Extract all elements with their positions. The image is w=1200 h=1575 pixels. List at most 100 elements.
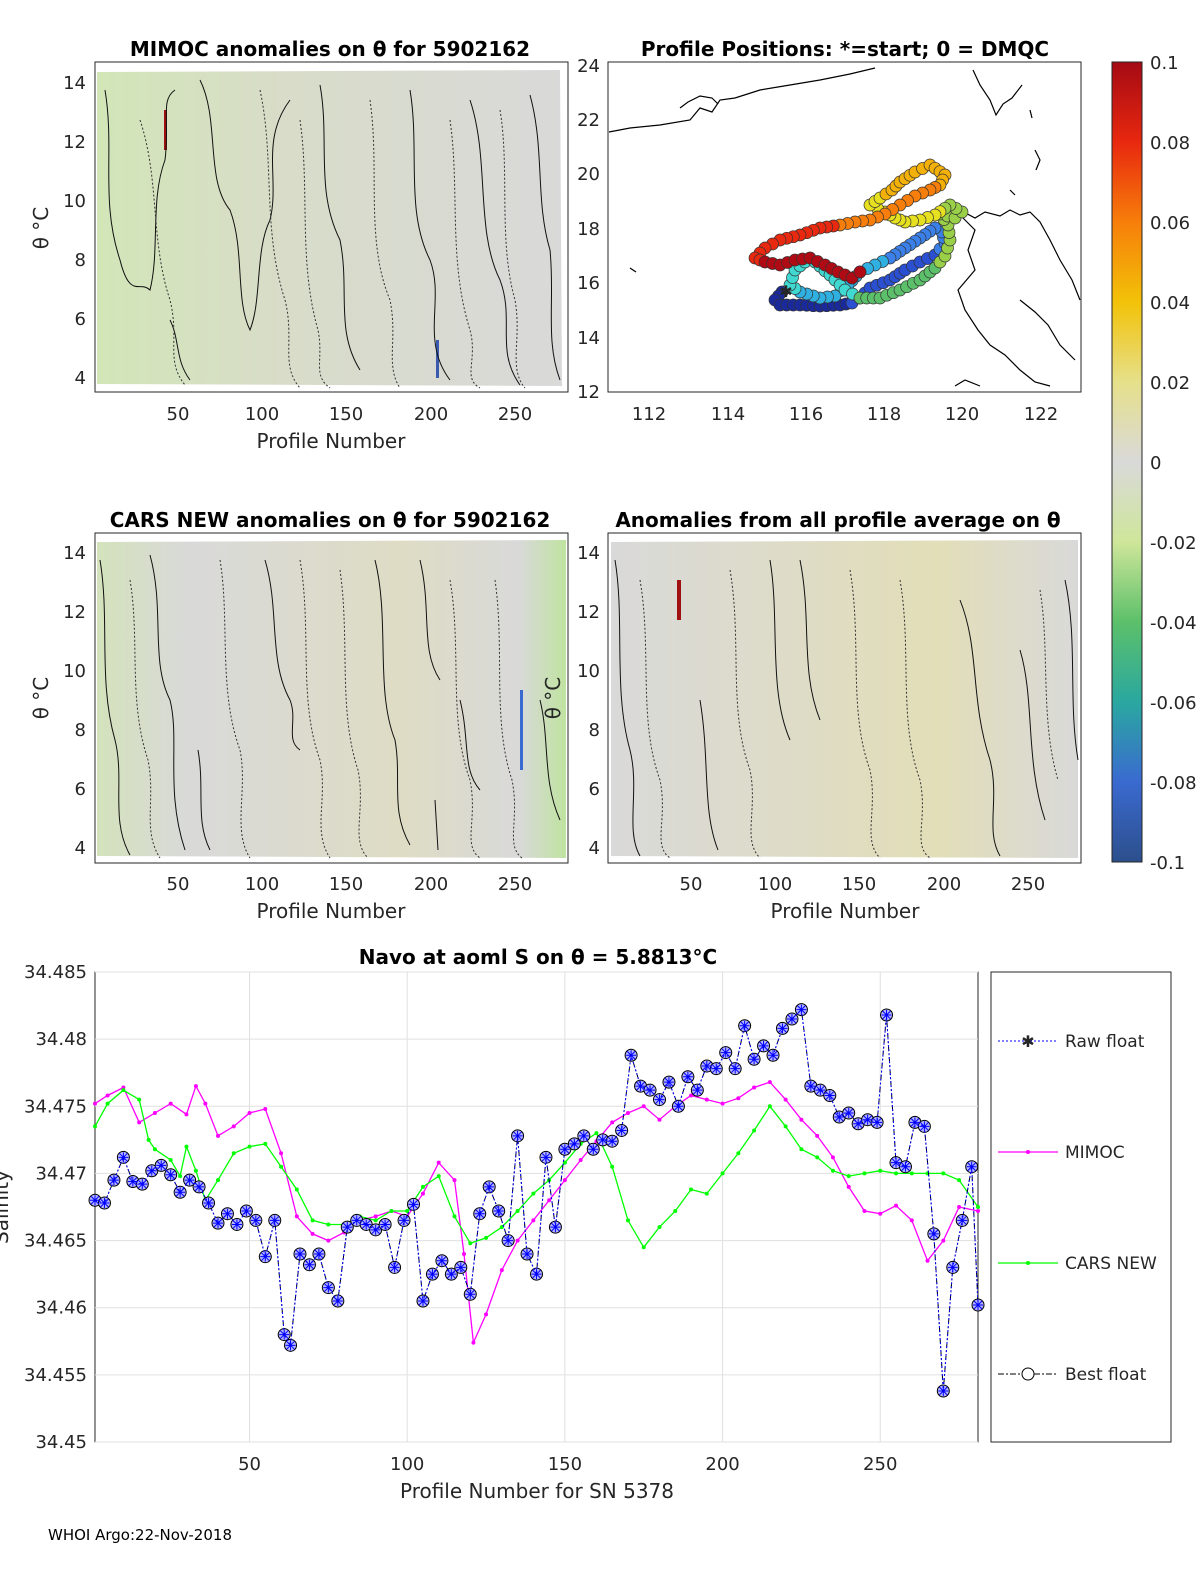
data-point-raw-float bbox=[417, 1296, 428, 1306]
y-tick-label: 12 bbox=[577, 382, 600, 403]
data-point-cars-new bbox=[673, 1209, 678, 1214]
data-point-raw-float bbox=[474, 1208, 485, 1219]
y-tick-label: 4 bbox=[75, 368, 86, 389]
x-tick-label: 100 bbox=[245, 404, 279, 425]
data-point-raw-float bbox=[455, 1262, 466, 1273]
data-point-raw-float bbox=[720, 1047, 731, 1058]
average-anomaly-panel: Anomalies from all profile average on θ bbox=[577, 508, 1082, 923]
data-point-cars-new bbox=[373, 1218, 378, 1223]
y-tick-label: 34.475 bbox=[24, 1096, 87, 1117]
colorbar-tick-label: 0.06 bbox=[1150, 213, 1190, 234]
data-point-raw-float bbox=[156, 1160, 167, 1171]
data-point-raw-float bbox=[928, 1228, 939, 1239]
data-point-raw-float bbox=[805, 1081, 816, 1092]
mimoc-anomaly-title: MIMOC anomalies on θ for 5902162 bbox=[130, 37, 530, 61]
data-point-raw-float bbox=[146, 1165, 157, 1176]
data-point-raw-float bbox=[540, 1152, 551, 1163]
mimoc-y-ticks: 4 6 8 10 12 14 bbox=[63, 73, 86, 389]
salinity-chart-title: Navo at aoml S on θ = 5.8813°C bbox=[359, 945, 717, 969]
data-point-raw-float bbox=[427, 1269, 438, 1280]
data-point-mimoc bbox=[484, 1312, 489, 1317]
data-point-raw-float bbox=[493, 1206, 504, 1217]
y-tick-label: 4 bbox=[589, 838, 600, 859]
x-tick-label: 112 bbox=[632, 404, 666, 425]
data-point-mimoc bbox=[689, 1093, 694, 1098]
colorbar-tick-label: -0.08 bbox=[1150, 773, 1197, 794]
y-tick-label: 22 bbox=[577, 110, 600, 131]
data-point-raw-float bbox=[512, 1130, 523, 1141]
data-point-raw-float bbox=[654, 1094, 665, 1105]
data-point-mimoc bbox=[657, 1117, 662, 1122]
data-point-raw-float bbox=[682, 1071, 693, 1082]
mimoc-dotted-contours bbox=[139, 89, 526, 389]
data-point-raw-float bbox=[304, 1259, 315, 1270]
dot-marker-icon bbox=[1026, 1150, 1030, 1154]
data-point-mimoc bbox=[878, 1211, 883, 1216]
data-point-mimoc bbox=[436, 1160, 441, 1165]
data-point-raw-float bbox=[881, 1009, 892, 1020]
mimoc-anomaly-patch bbox=[436, 340, 439, 378]
x-tick-label: 100 bbox=[245, 874, 279, 895]
x-tick-label: 50 bbox=[680, 874, 703, 895]
data-point-mimoc bbox=[263, 1106, 268, 1111]
data-point-cars-new bbox=[452, 1214, 457, 1219]
data-point-cars-new bbox=[121, 1088, 126, 1093]
data-point-mimoc bbox=[625, 1111, 630, 1115]
data-point-cars-new bbox=[247, 1144, 252, 1149]
data-point-cars-new bbox=[736, 1151, 741, 1156]
data-point-cars-new bbox=[894, 1171, 899, 1176]
mimoc-anomaly-patch bbox=[164, 110, 167, 150]
data-point-mimoc bbox=[846, 1184, 851, 1189]
colorbar-tick-label: -0.1 bbox=[1150, 853, 1185, 874]
data-point-raw-float bbox=[108, 1175, 119, 1186]
data-point-mimoc bbox=[578, 1158, 583, 1162]
salinity-chart: Navo at aoml S on θ = 5.8813°C 50 100 150 2… bbox=[0, 945, 1172, 1503]
positions-panel: Profile Positions: *=start; 0 = DMQC ✱ 1… bbox=[577, 37, 1082, 425]
data-point-raw-float bbox=[260, 1251, 271, 1262]
y-tick-label: 4 bbox=[75, 838, 86, 859]
data-point-raw-float bbox=[99, 1197, 110, 1208]
data-point-raw-float bbox=[342, 1222, 353, 1233]
y-tick-label: 10 bbox=[63, 661, 86, 682]
data-point-raw-float bbox=[241, 1206, 252, 1217]
x-tick-label: 150 bbox=[548, 1454, 582, 1475]
data-point-cars-new bbox=[389, 1209, 394, 1214]
positions-title: Profile Positions: *=start; 0 = DMQC bbox=[641, 37, 1049, 61]
avg-axes-box bbox=[607, 532, 1082, 864]
y-tick-label: 8 bbox=[589, 720, 600, 741]
data-point-raw-float bbox=[184, 1175, 195, 1186]
data-point-mimoc bbox=[720, 1101, 725, 1106]
data-point-mimoc bbox=[976, 1209, 980, 1214]
data-point-mimoc bbox=[184, 1112, 189, 1117]
data-point-cars-new bbox=[625, 1218, 630, 1223]
x-tick-label: 150 bbox=[842, 874, 876, 895]
data-point-cars-new bbox=[152, 1147, 157, 1152]
footer-credit: WHOI Argo:22-Nov-2018 bbox=[48, 1526, 232, 1544]
average-anomaly-field bbox=[611, 540, 1078, 858]
x-tick-label: 250 bbox=[1011, 874, 1045, 895]
y-tick-label: 34.48 bbox=[35, 1029, 87, 1050]
data-point-raw-float bbox=[484, 1181, 495, 1192]
data-point-raw-float bbox=[399, 1215, 410, 1226]
data-point-mimoc bbox=[168, 1101, 173, 1106]
x-tick-label: 120 bbox=[945, 404, 979, 425]
x-tick-label: 122 bbox=[1024, 404, 1058, 425]
legend-label-raw: Raw float bbox=[1065, 1032, 1145, 1052]
y-tick-label: 24 bbox=[577, 56, 600, 77]
y-tick-label: 6 bbox=[589, 779, 600, 800]
positions-axes-box bbox=[607, 61, 1082, 393]
data-point-raw-float bbox=[361, 1219, 372, 1230]
x-tick-label: 50 bbox=[167, 874, 190, 895]
data-point-raw-float bbox=[711, 1063, 722, 1074]
salinity-x-ticks: 50 100 150 200 250 bbox=[238, 1454, 897, 1475]
data-point-raw-float bbox=[834, 1112, 845, 1123]
y-tick-label: 12 bbox=[63, 602, 86, 623]
legend-entry-mimoc: MIMOC bbox=[998, 1143, 1125, 1163]
colorbar-tick-label: 0.02 bbox=[1150, 373, 1190, 394]
salinity-axes-box bbox=[94, 971, 979, 1443]
y-tick-label: 34.485 bbox=[24, 962, 87, 983]
data-point-raw-float bbox=[947, 1262, 958, 1273]
data-point-mimoc bbox=[93, 1101, 97, 1106]
data-point-raw-float bbox=[285, 1340, 296, 1351]
cars-anomaly-patch bbox=[520, 690, 523, 770]
